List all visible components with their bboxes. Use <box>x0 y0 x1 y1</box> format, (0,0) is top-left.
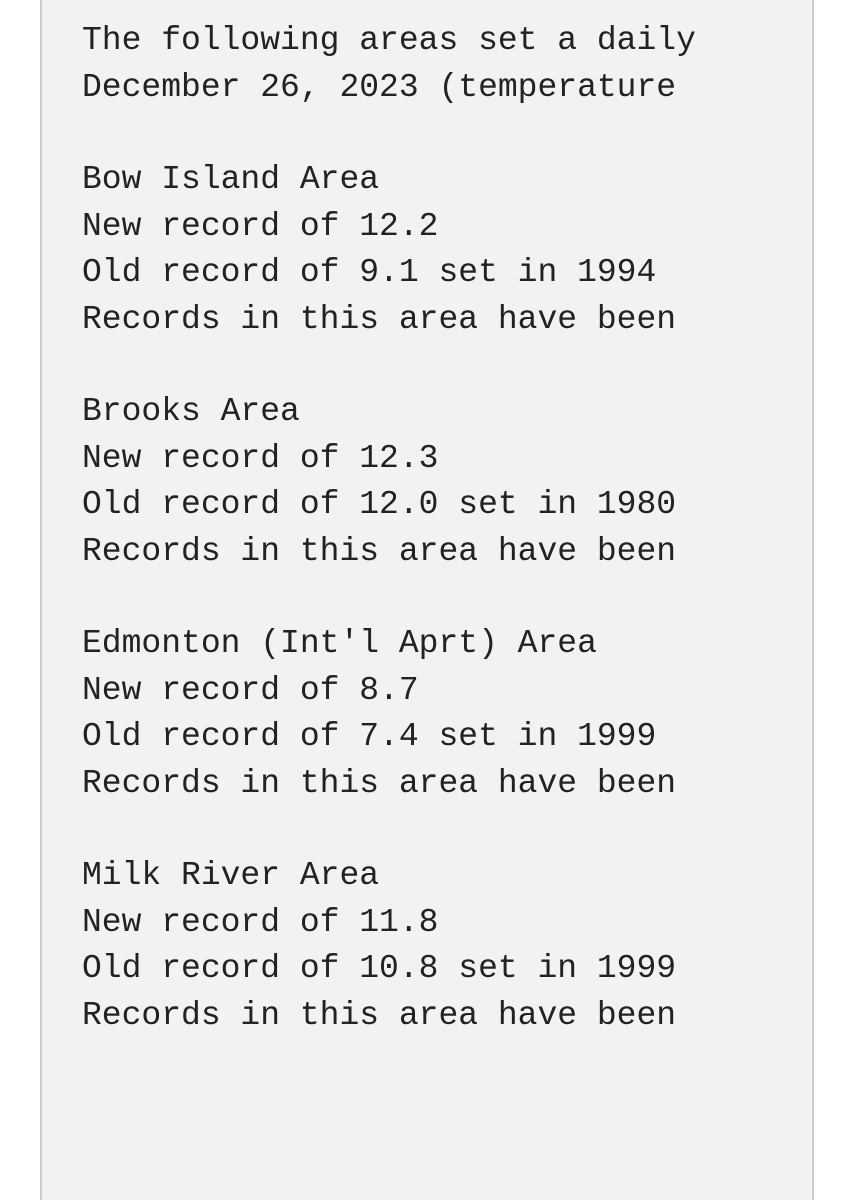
new-record-line: New record of 12.2 <box>82 204 812 251</box>
area-name: Bow Island Area <box>82 157 812 204</box>
new-record-line: New record of 12.3 <box>82 436 812 483</box>
area-name: Brooks Area <box>82 389 812 436</box>
old-record-line: Old record of 12.0 set in 1980 <box>82 482 812 529</box>
new-record-line: New record of 11.8 <box>82 900 812 947</box>
area-name: Milk River Area <box>82 853 812 900</box>
old-record-line: Old record of 7.4 set in 1999 <box>82 714 812 761</box>
records-trailing-line: Records in this area have been <box>82 993 812 1040</box>
records-trailing-line: Records in this area have been <box>82 761 812 808</box>
records-trailing-line: Records in this area have been <box>82 529 812 576</box>
old-record-line: Old record of 10.8 set in 1999 <box>82 946 812 993</box>
old-record-line: Old record of 9.1 set in 1994 <box>82 250 812 297</box>
spacer <box>82 343 812 389</box>
records-trailing-line: Records in this area have been <box>82 297 812 344</box>
spacer <box>82 111 812 157</box>
header-line-1: The following areas set a daily <box>82 18 812 65</box>
header-line-2: December 26, 2023 (temperature <box>82 65 812 112</box>
spacer <box>82 807 812 853</box>
weather-record-panel: The following areas set a daily December… <box>40 0 814 1200</box>
new-record-line: New record of 8.7 <box>82 668 812 715</box>
spacer <box>82 575 812 621</box>
area-name: Edmonton (Int'l Aprt) Area <box>82 621 812 668</box>
